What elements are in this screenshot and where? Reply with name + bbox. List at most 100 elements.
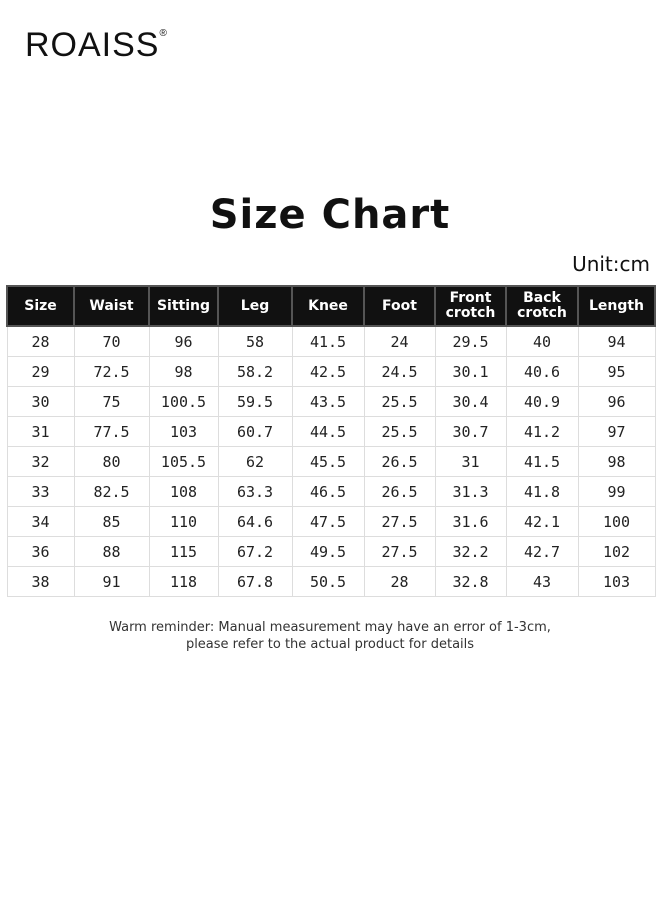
table-cell: 58.2: [217, 356, 293, 387]
table-cell: 42.1: [505, 506, 579, 537]
table-cell: 42.5: [291, 356, 365, 387]
table-cell: 29.5: [434, 325, 507, 357]
registered-mark: ®: [159, 28, 168, 39]
column-header: Length: [577, 285, 656, 327]
table-cell: 40.9: [505, 386, 579, 417]
table-cell: 100.5: [148, 386, 219, 417]
table-cell: 94: [577, 325, 656, 357]
table-cell: 67.2: [217, 536, 293, 567]
table-cell: 31: [6, 416, 75, 447]
table-cell: 41.2: [505, 416, 579, 447]
table-cell: 108: [148, 476, 219, 507]
note-line-2: please refer to the actual product for d…: [185, 637, 475, 652]
table-row: 33 82.5 108 63.3 46.5 26.5 31.3 41.8 99: [6, 476, 656, 507]
column-header: Front crotch: [434, 285, 507, 327]
table-cell: 59.5: [217, 386, 293, 417]
table-cell: 62: [217, 446, 293, 477]
table-cell: 41.5: [291, 325, 365, 357]
unit-label: Unit:cm: [572, 252, 650, 276]
table-cell: 38: [6, 566, 75, 597]
table-cell: 50.5: [291, 566, 365, 597]
table-cell: 31.3: [434, 476, 507, 507]
table-cell: 32.2: [434, 536, 507, 567]
table-cell: 100: [577, 506, 656, 537]
table-cell: 40.6: [505, 356, 579, 387]
table-cell: 103: [148, 416, 219, 447]
table-row: 28 70 96 58 41.5 24 29.5 40 94: [6, 325, 656, 357]
table-cell: 98: [148, 356, 219, 387]
column-header: Waist: [73, 285, 150, 327]
table-cell: 24: [363, 325, 436, 357]
table-cell: 24.5: [363, 356, 436, 387]
table-cell: 82.5: [73, 476, 150, 507]
table-cell: 98: [577, 446, 656, 477]
note-line-1: Warm reminder: Manual measurement may ha…: [109, 620, 551, 635]
table-cell: 72.5: [73, 356, 150, 387]
table-cell: 95: [577, 356, 656, 387]
table-cell: 49.5: [291, 536, 365, 567]
table-cell: 41.8: [505, 476, 579, 507]
table-cell: 58: [217, 325, 293, 357]
table-cell: 31: [434, 446, 507, 477]
table-cell: 26.5: [363, 476, 436, 507]
table-cell: 85: [73, 506, 150, 537]
table-cell: 88: [73, 536, 150, 567]
table-cell: 46.5: [291, 476, 365, 507]
page-title: Size Chart: [209, 192, 451, 238]
table-cell: 103: [577, 566, 656, 597]
table-cell: 102: [577, 536, 656, 567]
table-cell: 99: [577, 476, 656, 507]
table-header-row: Size Waist Sitting Leg Knee Foot Front crotch B…: [6, 285, 656, 327]
table-cell: 41.5: [505, 446, 579, 477]
table-cell: 96: [148, 325, 219, 357]
column-header: Size: [6, 285, 75, 327]
table-cell: 91: [73, 566, 150, 597]
table-cell: 75: [73, 386, 150, 417]
table-cell: 77.5: [73, 416, 150, 447]
table-cell: 33: [6, 476, 75, 507]
table-cell: 96: [577, 386, 656, 417]
column-header: Foot: [363, 285, 436, 327]
table-cell: 30: [6, 386, 75, 417]
table-cell: 43.5: [291, 386, 365, 417]
table-row: 34 85 110 64.6 47.5 27.5 31.6 42.1 100: [6, 506, 656, 537]
table-cell: 26.5: [363, 446, 436, 477]
table-cell: 32: [6, 446, 75, 477]
table-cell: 36: [6, 536, 75, 567]
table-cell: 30.7: [434, 416, 507, 447]
table-cell: 43: [505, 566, 579, 597]
table-row: 36 88 115 67.2 49.5 27.5 32.2 42.7 102: [6, 536, 656, 567]
table-cell: 115: [148, 536, 219, 567]
table-row: 32 80 105.5 62 45.5 26.5 31 41.5 98: [6, 446, 656, 477]
table-cell: 32.8: [434, 566, 507, 597]
table-cell: 60.7: [217, 416, 293, 447]
table-cell: 110: [148, 506, 219, 537]
table-cell: 64.6: [217, 506, 293, 537]
table-row: 31 77.5 103 60.7 44.5 25.5 30.7 41.2 97: [6, 416, 656, 447]
brand-name: ROAISS: [25, 26, 160, 64]
table-cell: 34: [6, 506, 75, 537]
table-cell: 67.8: [217, 566, 293, 597]
table-cell: 80: [73, 446, 150, 477]
table-cell: 27.5: [363, 506, 436, 537]
column-header: Back crotch: [505, 285, 579, 327]
table-cell: 47.5: [291, 506, 365, 537]
table-cell: 42.7: [505, 536, 579, 567]
brand-logo: ROAISS®: [25, 26, 168, 65]
table-cell: 118: [148, 566, 219, 597]
table-row: 29 72.5 98 58.2 42.5 24.5 30.1 40.6 95: [6, 356, 656, 387]
table-cell: 28: [6, 325, 75, 357]
table-cell: 63.3: [217, 476, 293, 507]
table-cell: 30.1: [434, 356, 507, 387]
table-cell: 105.5: [148, 446, 219, 477]
table-cell: 44.5: [291, 416, 365, 447]
table-cell: 40: [505, 325, 579, 357]
table-cell: 31.6: [434, 506, 507, 537]
table-cell: 45.5: [291, 446, 365, 477]
table-cell: 70: [73, 325, 150, 357]
table-row: 38 91 118 67.8 50.5 28 32.8 43 103: [6, 566, 656, 597]
table-cell: 29: [6, 356, 75, 387]
table-cell: 97: [577, 416, 656, 447]
size-chart-table: Size Waist Sitting Leg Knee Foot Front crotch B…: [6, 285, 656, 597]
table-cell: 28: [363, 566, 436, 597]
